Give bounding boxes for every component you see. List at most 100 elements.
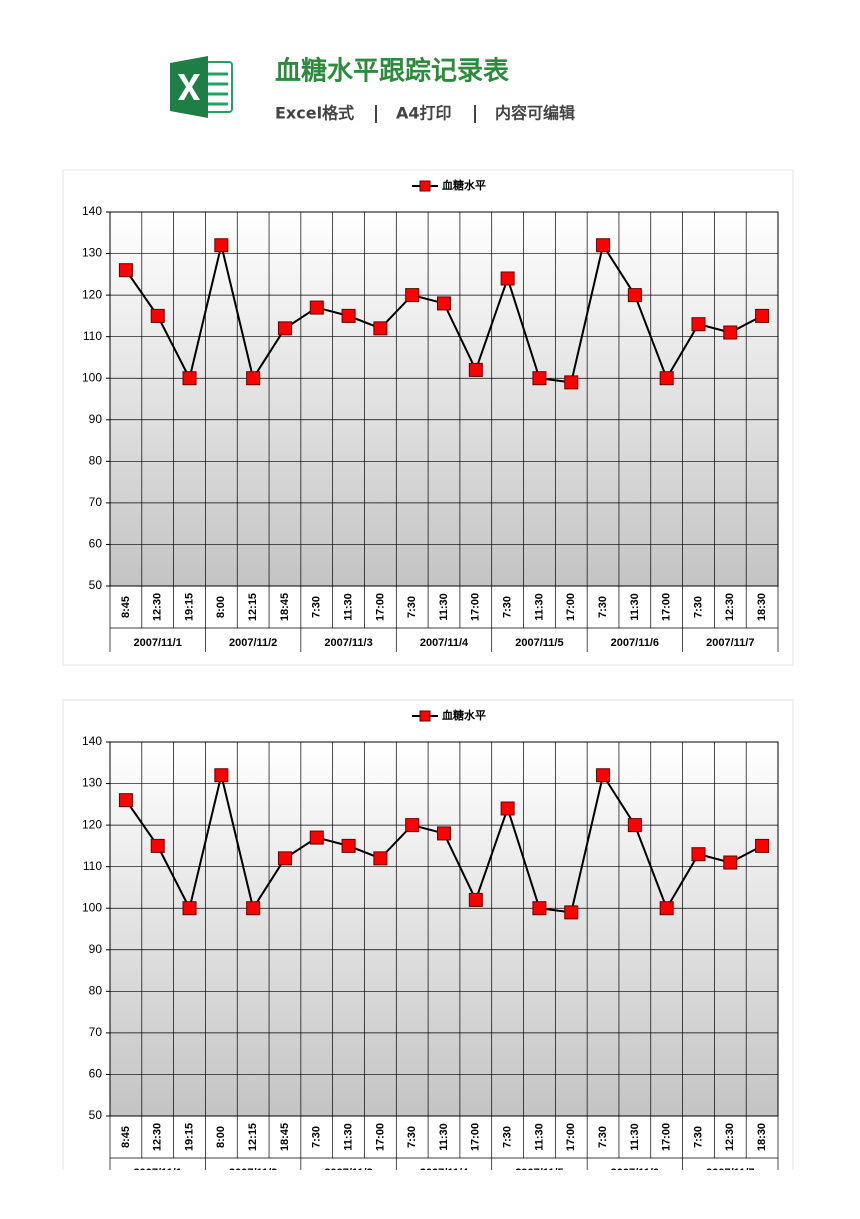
x-tick-label: 18:45 <box>279 1123 291 1151</box>
marker <box>309 300 324 315</box>
x-tick-label: 17:00 <box>565 1123 577 1151</box>
x-tick-label: 12:30 <box>152 593 164 621</box>
y-tick-label: 80 <box>89 454 103 468</box>
group-label: 2007/11/3 <box>324 637 372 649</box>
marker <box>373 321 388 336</box>
x-tick-label: 7:30 <box>311 1126 323 1148</box>
x-tick-label: 18:45 <box>279 593 291 621</box>
marker <box>214 238 229 253</box>
y-tick-label: 90 <box>89 942 103 956</box>
x-tick-label: 8:45 <box>120 596 132 618</box>
group-label: 2007/11/4 <box>420 637 469 649</box>
marker <box>596 768 611 783</box>
y-tick-label: 80 <box>89 984 103 998</box>
group-label: 2007/11/2 <box>229 1167 277 1179</box>
group-label: 2007/11/4 <box>420 1167 469 1179</box>
marker <box>405 818 420 833</box>
x-tick-label: 11:30 <box>629 1123 641 1151</box>
y-tick-label: 70 <box>89 495 103 509</box>
x-tick-label: 17:00 <box>565 593 577 621</box>
marker <box>405 288 420 303</box>
x-tick-label: 12:30 <box>724 1123 736 1151</box>
group-label: 2007/11/5 <box>515 1167 563 1179</box>
chart: 50 60 70 80 90 100 110 120 130 140 8:45 12:30 19:15 8… <box>62 169 794 666</box>
y-tick-label: 110 <box>83 329 102 343</box>
marker <box>118 793 133 808</box>
x-tick-label: 11:30 <box>342 593 354 621</box>
marker <box>468 892 483 907</box>
x-tick-label: 18:30 <box>756 593 768 621</box>
marker <box>659 901 674 916</box>
x-tick-label: 18:30 <box>756 1123 768 1151</box>
x-tick-label: 7:30 <box>406 596 418 618</box>
excel-icon <box>170 56 233 118</box>
x-tick-label: 17:00 <box>470 593 482 621</box>
feature: 内容可编辑 <box>495 104 575 123</box>
y-tick-label: 100 <box>82 370 102 384</box>
y-tick-label: 50 <box>89 578 103 592</box>
x-tick-label: 17:00 <box>374 1123 386 1151</box>
x-tick-label: 7:30 <box>692 1126 704 1148</box>
x-tick-label: 12:15 <box>247 1123 259 1151</box>
x-tick-label: 17:00 <box>374 593 386 621</box>
marker <box>468 362 483 377</box>
y-tick-label: 140 <box>82 204 102 218</box>
marker <box>341 308 356 323</box>
marker <box>437 826 451 841</box>
group-label: 2007/11/7 <box>706 1167 754 1179</box>
x-tick-label: 11:30 <box>533 1123 545 1151</box>
x-tick-label: 7:30 <box>502 1126 514 1148</box>
x-tick-label: 7:30 <box>597 1126 609 1148</box>
legend-label: 血糖水平 <box>442 708 486 722</box>
x-tick-label: 19:15 <box>183 1123 195 1151</box>
group-label: 2007/11/1 <box>134 637 182 649</box>
x-tick-label: 8:45 <box>120 1126 132 1148</box>
plot-area <box>109 211 779 587</box>
legend-label: 血糖水平 <box>442 178 486 192</box>
marker <box>500 271 515 286</box>
marker <box>277 851 292 866</box>
marker <box>246 371 261 386</box>
x-tick-label: 8:00 <box>215 596 227 618</box>
y-tick-label: 60 <box>89 1067 103 1081</box>
marker <box>118 263 133 278</box>
marker <box>659 371 674 386</box>
y-tick-label: 130 <box>82 776 102 790</box>
marker <box>500 801 515 816</box>
x-tick-label: 11:30 <box>629 593 641 621</box>
feature: A4打印 <box>396 104 452 123</box>
marker <box>755 308 770 323</box>
marker <box>150 308 165 323</box>
marker <box>246 901 261 916</box>
y-tick-label: 50 <box>89 1108 103 1122</box>
y-tick-label: 140 <box>82 734 102 748</box>
y-tick-label: 100 <box>82 900 102 914</box>
x-tick-label: 11:30 <box>533 593 545 621</box>
x-tick-label: 8:00 <box>215 1126 227 1148</box>
marker <box>755 838 770 853</box>
group-label: 2007/11/3 <box>324 1167 372 1179</box>
marker <box>564 375 579 390</box>
group-label: 2007/11/2 <box>229 637 277 649</box>
marker <box>596 238 611 253</box>
legend-marker <box>419 180 431 192</box>
marker <box>627 288 642 303</box>
group-label: 2007/11/7 <box>706 637 754 649</box>
y-tick-label: 120 <box>82 287 102 301</box>
group-label: 2007/11/6 <box>611 1167 659 1179</box>
y-tick-label: 110 <box>83 859 102 873</box>
x-tick-label: 17:00 <box>661 593 673 621</box>
group-label: 2007/11/6 <box>611 637 659 649</box>
charts: 50 60 70 80 90 100 110 120 130 140 8:45 12:30 19:15 8… <box>62 169 794 1179</box>
chart: 50 60 70 80 90 100 110 120 130 140 8:45 12:30 19:15 8… <box>62 699 794 1179</box>
feature: Excel格式 <box>275 104 354 123</box>
x-tick-label: 7:30 <box>597 596 609 618</box>
y-tick-label: 70 <box>89 1025 103 1039</box>
marker <box>182 371 197 386</box>
marker <box>532 901 547 916</box>
marker <box>214 768 229 783</box>
x-tick-label: 12:30 <box>152 1123 164 1151</box>
marker <box>150 838 165 853</box>
